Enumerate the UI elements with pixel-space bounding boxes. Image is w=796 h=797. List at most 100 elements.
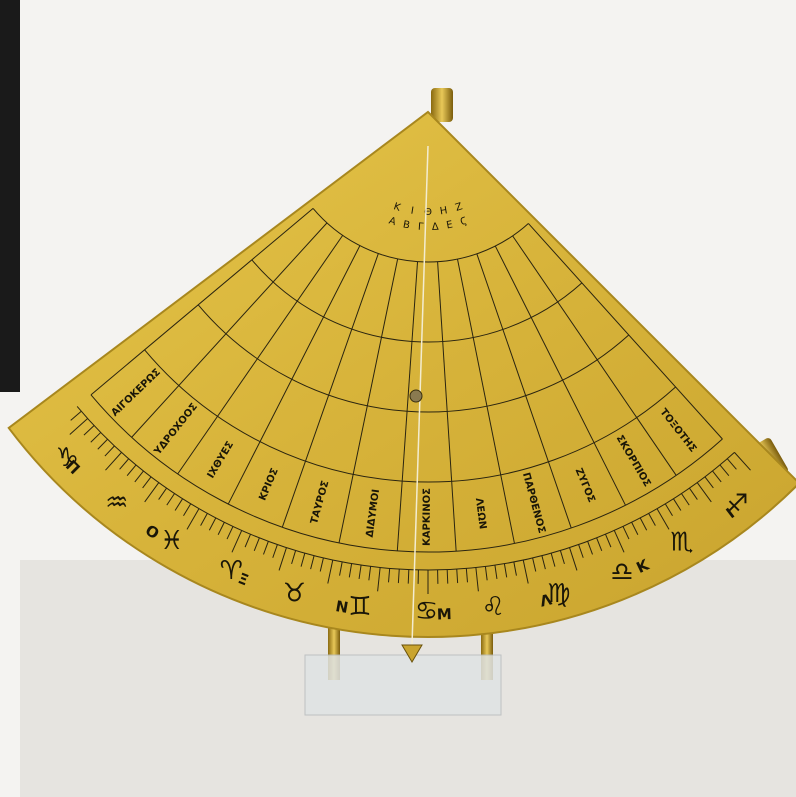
scale-tick <box>319 557 324 572</box>
scale-tick <box>97 438 108 450</box>
scale-tick <box>339 561 343 576</box>
plumb-bob <box>401 644 423 663</box>
scale-tick <box>681 493 690 506</box>
scale-tick <box>631 522 639 535</box>
hour-letter: Α <box>387 216 397 229</box>
scale-tick <box>605 534 612 548</box>
scale-tick <box>348 563 353 578</box>
scale-tick <box>587 541 593 555</box>
scale-tick <box>368 566 372 581</box>
zodiac-symbol: ♋ <box>415 596 438 626</box>
zodiac-divider <box>338 258 399 544</box>
brass-plate <box>7 110 796 638</box>
scale-tick <box>327 559 334 584</box>
scale-tick <box>377 567 381 592</box>
scale-tick <box>704 476 714 489</box>
zodiac-symbol: ♎ <box>610 557 633 587</box>
scale-tick <box>672 498 682 511</box>
scale-tick <box>712 470 722 483</box>
hour-letter: Ϛ <box>459 216 469 228</box>
scale-tick <box>186 508 200 530</box>
zodiac-symbol: ♒ <box>105 488 128 518</box>
scale-tick <box>578 544 584 558</box>
scale-tick <box>569 547 578 571</box>
zodiac-symbol: ♐ <box>725 490 748 520</box>
zodiac-symbol: ♍ <box>547 579 570 609</box>
scale-tick <box>105 452 122 471</box>
hour-letter: Η <box>439 205 448 217</box>
scale-tick <box>532 557 537 572</box>
scale-letter: Ν <box>334 597 349 617</box>
scale-tick <box>272 544 278 558</box>
scale-tick <box>244 534 251 548</box>
hour-letter: Κ <box>392 201 402 214</box>
zodiac-symbol: ♑ <box>56 443 79 473</box>
hour-letter: Β <box>402 219 411 231</box>
zodiac-divider <box>494 245 626 506</box>
acrylic-base <box>304 654 502 716</box>
zodiac-symbol: ♊ <box>348 592 371 622</box>
dark-edge <box>0 0 20 392</box>
scale-tick <box>69 418 88 435</box>
scale-tick <box>648 513 656 526</box>
scale-tick <box>291 550 297 564</box>
scale-tick <box>263 541 269 555</box>
scale-tick <box>734 452 751 471</box>
hour-letter: Ι <box>410 206 415 217</box>
zodiac-divider <box>527 223 723 440</box>
scale-tick <box>134 470 144 483</box>
hour-letter: Ζ <box>454 201 464 214</box>
scale-tick <box>83 425 95 436</box>
scale-tick <box>456 569 459 584</box>
scale-tick <box>208 517 217 531</box>
scale-letter: Μ <box>437 605 453 623</box>
scale-tick <box>596 537 603 552</box>
zodiac-divider <box>90 208 314 396</box>
scale-tick <box>719 464 730 477</box>
scale-tick <box>726 458 737 470</box>
brass-cylinder <box>431 88 453 122</box>
scale-tick <box>688 487 698 500</box>
scale-tick <box>104 445 115 457</box>
zodiac-divider <box>177 235 344 475</box>
engraved-arc <box>76 406 735 571</box>
scale-tick <box>217 522 225 535</box>
zodiac-divider <box>396 261 419 551</box>
scale-tick <box>664 503 673 516</box>
scale-tick <box>446 569 449 584</box>
scale-tick <box>142 476 152 489</box>
scale-tick <box>310 555 315 570</box>
scale-letter: Λ <box>538 590 554 610</box>
zodiac-symbol: ♓ <box>160 526 183 556</box>
scale-tick <box>126 464 137 477</box>
scale-tick <box>656 508 670 530</box>
hour-letter: Ε <box>446 219 454 231</box>
zodiac-symbol: ♉ <box>283 578 306 608</box>
zodiac-divider <box>456 258 515 544</box>
scale-tick <box>90 432 102 443</box>
scale-tick <box>388 568 391 583</box>
zodiac-divider <box>476 253 572 529</box>
scale-tick <box>231 530 243 553</box>
scale-tick <box>358 565 362 580</box>
scale-tick <box>174 498 184 511</box>
scale-tick <box>484 566 488 581</box>
zodiac-divider <box>437 261 457 552</box>
hour-letter: Θ <box>424 207 432 218</box>
scale-tick <box>622 526 630 540</box>
zodiac-symbol: ♈ <box>220 556 243 586</box>
scale-tick <box>513 561 517 576</box>
zodiac-divider <box>131 222 328 438</box>
scale-tick <box>183 503 192 516</box>
scale-tick <box>70 410 82 421</box>
scale-tick <box>696 482 712 503</box>
scale-tick <box>503 563 508 578</box>
zodiac-name: ΚΑΡΚΙΝΟΣ <box>422 488 433 546</box>
scale-tick <box>559 550 565 564</box>
zodiac-symbol: ♌ <box>482 592 505 622</box>
scale-tick <box>541 555 546 570</box>
hour-letter: Γ <box>418 222 425 233</box>
scale-tick <box>407 569 410 584</box>
